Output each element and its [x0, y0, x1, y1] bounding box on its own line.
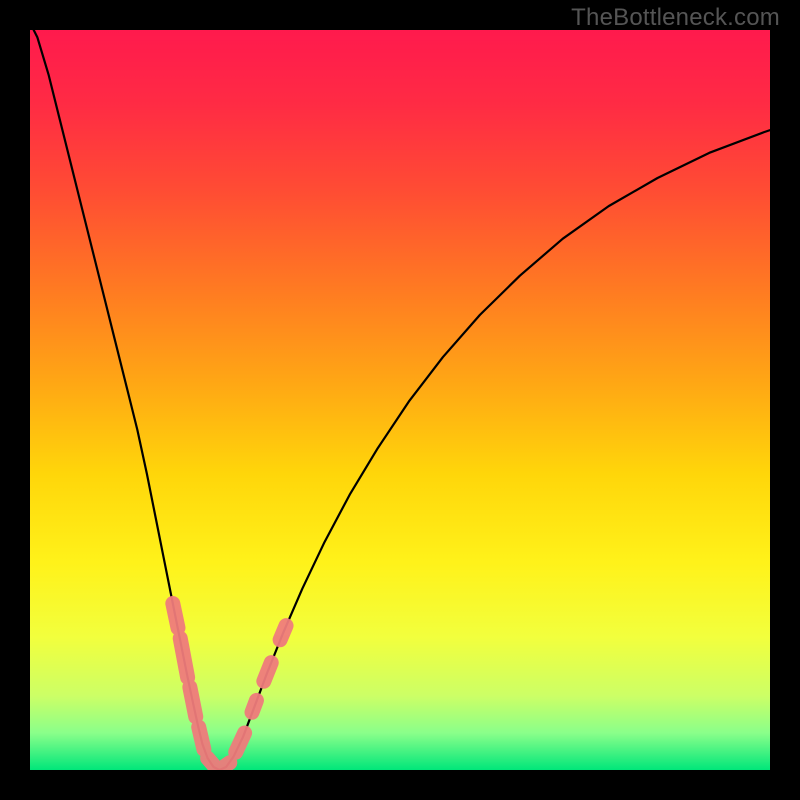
bottleneck-chart: [0, 0, 800, 800]
watermark-text: TheBottleneck.com: [571, 4, 780, 32]
chart-frame: TheBottleneck.com: [0, 0, 800, 800]
